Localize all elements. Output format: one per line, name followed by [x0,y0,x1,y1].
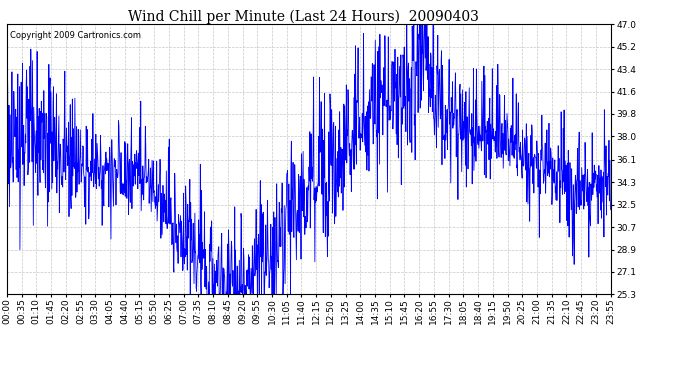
Text: Wind Chill per Minute (Last 24 Hours)  20090403: Wind Chill per Minute (Last 24 Hours) 20… [128,9,479,24]
Text: Copyright 2009 Cartronics.com: Copyright 2009 Cartronics.com [10,31,141,40]
